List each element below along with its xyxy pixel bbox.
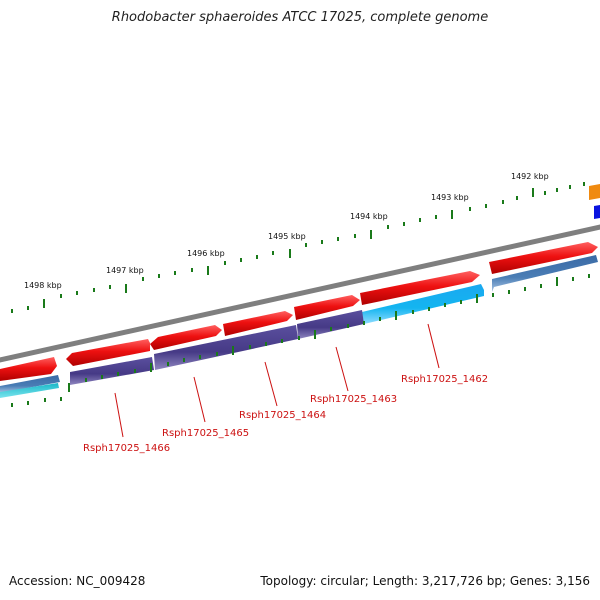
navy-feature xyxy=(154,325,298,370)
steel-feature xyxy=(0,375,60,393)
teal-feature xyxy=(0,383,59,398)
kbp-label: 1492 kbp xyxy=(511,172,549,181)
orange-feature xyxy=(589,184,600,200)
kbp-label: 1498 kbp xyxy=(24,281,62,290)
gene-arrow xyxy=(360,271,480,305)
page-title: Rhodobacter sphaeroides ATCC 17025, comp… xyxy=(111,10,489,25)
cyan-feature xyxy=(362,284,484,324)
genome-summary: Topology: circular; Length: 3,217,726 bp… xyxy=(260,574,590,588)
label-leaders xyxy=(114,323,440,438)
gene-arrow xyxy=(150,325,222,350)
gene-arrow xyxy=(294,295,360,320)
accession-text: Accession: NC_009428 xyxy=(9,574,146,588)
gene-arrow xyxy=(66,339,150,366)
gene-label: Rsph17025_1465 xyxy=(162,428,249,439)
gene-label: Rsph17025_1463 xyxy=(310,394,397,405)
kbp-label: 1493 kbp xyxy=(431,193,469,202)
gene-arrow xyxy=(489,242,598,274)
inner-tick-row xyxy=(11,274,590,407)
kbp-label: 1494 kbp xyxy=(350,212,388,221)
gene-label: Rsph17025_1462 xyxy=(401,374,488,385)
gene-arrow xyxy=(223,311,293,336)
genome-backbone xyxy=(0,224,600,363)
kbp-label: 1495 kbp xyxy=(268,232,306,241)
steel-feature xyxy=(492,255,598,292)
gene-arrow xyxy=(0,357,57,381)
gene-label: Rsph17025_1466 xyxy=(83,443,170,454)
gene-label: Rsph17025_1464 xyxy=(239,410,326,421)
blue-feature xyxy=(594,205,600,219)
second-row-features xyxy=(0,255,598,398)
navy-feature xyxy=(297,310,364,339)
navy-feature xyxy=(70,357,154,385)
kbp-label: 1496 kbp xyxy=(187,249,225,258)
kbp-label: 1497 kbp xyxy=(106,266,144,275)
outer-tick-row xyxy=(11,182,585,313)
forward-strand xyxy=(0,242,598,381)
